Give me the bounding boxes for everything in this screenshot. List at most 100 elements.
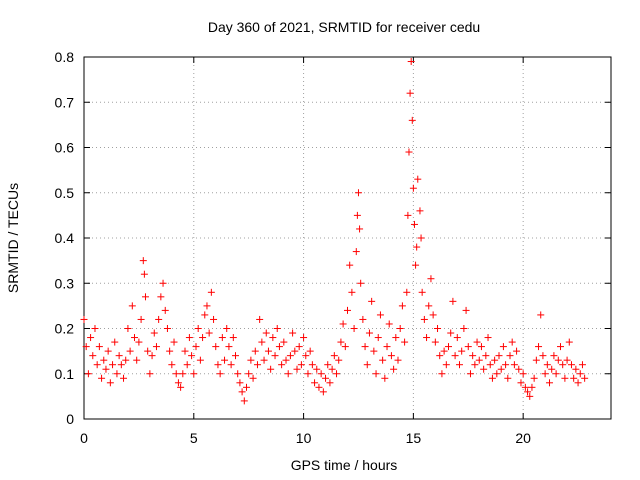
data-point	[353, 211, 361, 219]
data-point	[216, 370, 224, 378]
data-point	[405, 148, 413, 156]
data-point	[177, 383, 185, 391]
x-tick-label: 0	[80, 430, 88, 446]
data-point	[392, 334, 400, 342]
data-point	[247, 356, 255, 364]
data-point	[141, 293, 149, 301]
plot-border	[83, 56, 612, 420]
data-point	[356, 225, 364, 233]
data-point	[93, 361, 101, 369]
data-point	[438, 370, 446, 378]
data-point	[133, 356, 141, 364]
data-point	[352, 248, 360, 256]
data-point	[304, 370, 312, 378]
y-tick-label: 0	[66, 411, 74, 427]
data-point	[458, 347, 466, 355]
data-point	[396, 325, 404, 332]
data-point	[155, 315, 163, 323]
data-point	[370, 347, 378, 355]
data-point	[510, 361, 518, 369]
data-point	[282, 356, 290, 364]
data-point	[260, 356, 268, 364]
y-axis-label: SRMTID / TECUs	[5, 183, 21, 293]
data-point	[256, 315, 264, 323]
data-point	[578, 361, 586, 369]
data-point	[245, 370, 253, 378]
data-point	[271, 352, 279, 360]
data-point	[172, 370, 180, 378]
data-point	[214, 361, 222, 369]
data-point	[100, 356, 108, 364]
grid	[84, 57, 611, 419]
data-point	[383, 343, 391, 351]
data-point	[242, 383, 250, 391]
data-point	[515, 365, 523, 373]
data-point	[181, 347, 189, 355]
data-point	[262, 329, 270, 337]
data-point	[159, 279, 167, 287]
data-point	[109, 361, 117, 369]
data-point	[414, 175, 422, 183]
data-point	[350, 325, 358, 332]
data-point	[357, 279, 365, 287]
data-point	[188, 352, 196, 360]
data-point	[221, 356, 229, 364]
data-point	[480, 365, 488, 373]
data-point	[326, 379, 334, 387]
data-point	[576, 370, 584, 378]
data-point	[144, 347, 152, 355]
data-point	[471, 361, 479, 369]
data-point	[199, 334, 207, 342]
data-point	[269, 334, 277, 342]
data-point	[152, 343, 160, 351]
data-point	[322, 374, 330, 382]
data-point	[563, 356, 571, 364]
data-point	[499, 343, 507, 351]
y-tick-label: 0.5	[55, 185, 75, 201]
x-tick-label: 10	[296, 430, 312, 446]
data-point	[212, 343, 220, 351]
data-point	[455, 361, 463, 369]
data-point	[183, 361, 191, 369]
data-point	[462, 306, 470, 314]
data-point	[128, 302, 136, 310]
data-point	[488, 374, 496, 382]
data-point	[203, 302, 211, 310]
data-point	[273, 325, 281, 332]
data-point	[445, 343, 453, 351]
data-point	[275, 343, 283, 351]
data-point	[157, 293, 165, 301]
x-axis-label: GPS time / hours	[291, 457, 398, 473]
data-point	[416, 207, 424, 215]
data-point	[344, 306, 351, 314]
x-tick-label: 15	[406, 430, 422, 446]
data-point	[238, 388, 246, 396]
data-point	[506, 352, 514, 360]
data-point	[297, 361, 305, 369]
data-point	[379, 356, 387, 364]
data-point	[324, 361, 332, 369]
axis-ticks: 0 0.1 0.2 0.3 0.4 0.5 0.6 0.7 0.8 0 5 10 15 20	[55, 49, 611, 446]
data-point	[493, 370, 501, 378]
data-point	[106, 379, 114, 387]
data-point	[98, 374, 106, 382]
data-point	[205, 329, 213, 337]
data-point	[117, 361, 125, 369]
data-point	[517, 379, 525, 387]
data-point	[429, 311, 437, 319]
data-point	[251, 347, 259, 355]
data-point	[486, 361, 494, 369]
data-point	[185, 334, 193, 342]
data-point	[403, 288, 411, 296]
data-point	[196, 356, 204, 364]
y-tick-label: 0.3	[55, 275, 75, 291]
data-point	[227, 361, 235, 369]
data-point	[291, 347, 299, 355]
data-point	[302, 352, 310, 360]
data-point	[543, 361, 551, 369]
data-point	[394, 356, 402, 364]
data-point	[581, 374, 589, 382]
data-point	[535, 343, 543, 351]
data-point	[111, 338, 119, 346]
data-point	[306, 347, 314, 355]
